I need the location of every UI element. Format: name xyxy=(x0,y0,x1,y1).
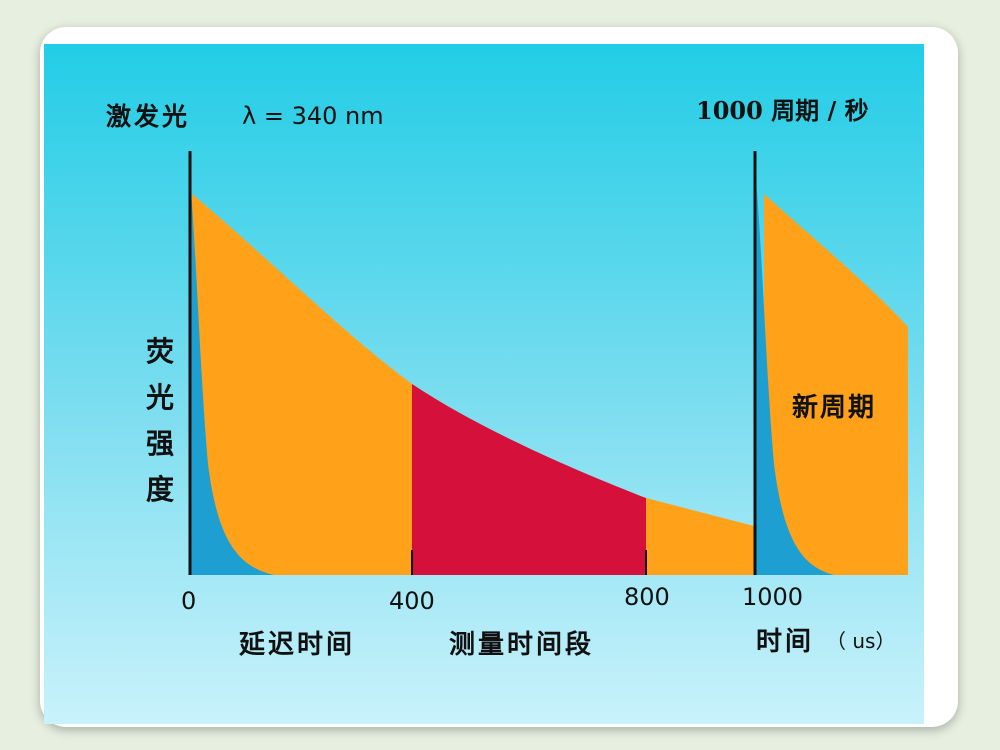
fluorescence-timing-diagram: 激发光 λ = 340 nm 1000 周期 / 秒 荧光强度 新周期 0 40… xyxy=(106,96,908,660)
wavelength-label: λ = 340 nm xyxy=(242,102,384,130)
x-tick-label-800: 800 xyxy=(624,583,670,611)
x-tick-label-400: 400 xyxy=(389,587,435,615)
time-unit-label: （ us） xyxy=(826,629,895,653)
x-tick-label-1000: 1000 xyxy=(742,583,803,611)
frequency-label: 1000 周期 / 秒 xyxy=(696,96,869,125)
measurement-window-area xyxy=(412,384,646,575)
short-decay-area-first-cycle xyxy=(190,180,274,575)
x-tick-label-0: 0 xyxy=(181,587,196,615)
excitation-label: 激发光 xyxy=(106,102,190,131)
short-decay-area-new-cycle xyxy=(756,182,834,575)
long-decay-area-first-cycle xyxy=(192,194,754,575)
time-label: 时间 xyxy=(756,627,814,657)
measurement-period-label: 测量时间段 xyxy=(449,629,594,660)
new-cycle-label: 新周期 xyxy=(792,392,876,423)
delay-time-label: 延迟时间 xyxy=(238,630,355,660)
long-decay-area-new-cycle xyxy=(764,194,908,575)
y-axis-label: 荧光强度 xyxy=(145,335,174,506)
